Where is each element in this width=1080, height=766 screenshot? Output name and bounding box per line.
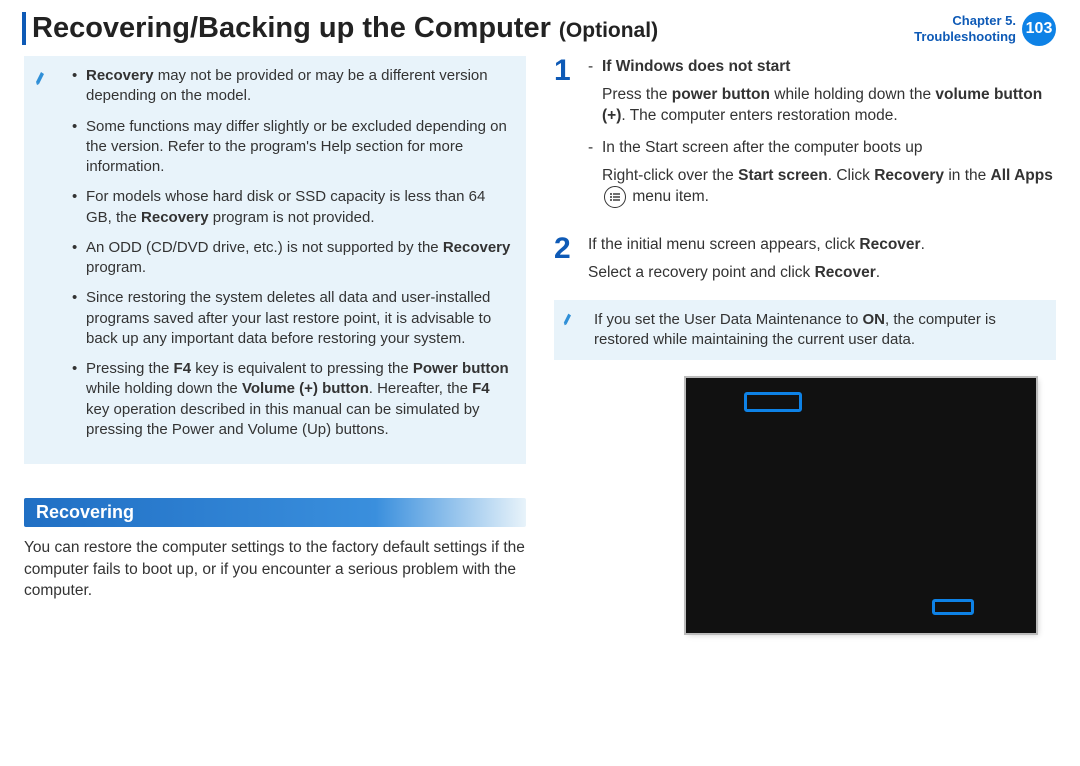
step-content: If the initial menu screen appears, clic… [588, 234, 1056, 283]
note-bold: Recovery [443, 239, 511, 256]
txt: Select a recovery point and click [588, 264, 815, 281]
highlight-recover-action [932, 599, 974, 615]
tablet-figure [686, 378, 1036, 633]
note-item: Since restoring the system deletes all d… [72, 288, 512, 349]
txt: menu item. [632, 189, 709, 206]
txt: . Click [828, 167, 875, 184]
tip-box: If you set the User Data Maintenance to … [554, 300, 1056, 361]
txt-bold: power button [672, 86, 770, 103]
step-number: 2 [554, 234, 576, 283]
step-1: 1 If Windows does not start Press the po… [554, 56, 1056, 218]
note-text: Since restoring the system deletes all d… [86, 289, 491, 347]
section-paragraph: You can restore the computer settings to… [24, 537, 526, 602]
txt: . [921, 236, 925, 253]
section-title-recovering: Recovering [24, 498, 526, 527]
txt-bold: Recover [815, 264, 876, 281]
txt-bold: All Apps [991, 167, 1053, 184]
txt-bold: Recover [859, 236, 920, 253]
step1-d1-title: If Windows does not start [602, 58, 790, 75]
tablet-screen [686, 378, 1036, 633]
step1-d2-body: Right-click over the Start screen. Click… [602, 165, 1056, 209]
txt: while holding down the [770, 86, 935, 103]
note-bold: F4 [174, 360, 192, 377]
note-text: key operation described in this manual c… [86, 401, 480, 438]
title-optional: (Optional) [559, 19, 658, 42]
note-icon [562, 310, 580, 334]
step1-dash-2: In the Start screen after the computer b… [588, 137, 1056, 208]
all-apps-icon [604, 186, 626, 208]
step1-dash-1: If Windows does not start Press the powe… [588, 56, 1056, 127]
note-bold: Volume (+) button [242, 380, 369, 397]
note-bold: Recovery [141, 209, 209, 226]
content-columns: Recovery may not be provided or may be a… [0, 56, 1080, 633]
note-item: Recovery may not be provided or may be a… [72, 66, 512, 107]
note-bold: Power button [413, 360, 509, 377]
tip-text: If you set the User Data Maintenance to … [594, 310, 1044, 351]
note-text: program is not provided. [209, 209, 375, 226]
note-text: An ODD (CD/DVD drive, etc.) is not suppo… [86, 239, 443, 256]
note-icon [34, 68, 54, 94]
txt: in the [944, 167, 991, 184]
txt-bold: ON [862, 311, 885, 328]
note-text: key is equivalent to pressing the [191, 360, 413, 377]
note-item: An ODD (CD/DVD drive, etc.) is not suppo… [72, 238, 512, 279]
page-number: 103 [1026, 20, 1053, 38]
step2-line2: Select a recovery point and click Recove… [588, 262, 1056, 284]
note-item: Pressing the F4 key is equivalent to pre… [72, 359, 512, 440]
step-number: 1 [554, 56, 576, 218]
txt-bold: Start screen [738, 167, 828, 184]
title-wrap: Recovering/Backing up the Computer (Opti… [22, 12, 658, 45]
txt: . [876, 264, 880, 281]
chapter-line-2: Troubleshooting [914, 29, 1016, 45]
highlight-recover-button [744, 392, 802, 412]
note-item: For models whose hard disk or SSD capaci… [72, 187, 512, 228]
chapter-line-1: Chapter 5. [914, 13, 1016, 29]
step1-d2-title: In the Start screen after the computer b… [602, 139, 923, 156]
step2-line1: If the initial menu screen appears, clic… [588, 234, 1056, 256]
step-2: 2 If the initial menu screen appears, cl… [554, 234, 1056, 283]
chapter-info: Chapter 5. Troubleshooting [914, 13, 1016, 44]
title-main: Recovering/Backing up the Computer [32, 12, 551, 44]
note-text: Some functions may differ slightly or be… [86, 118, 507, 176]
note-bold: F4 [472, 380, 490, 397]
step-content: If Windows does not start Press the powe… [588, 56, 1056, 218]
txt-bold: Recovery [874, 167, 944, 184]
note-box: Recovery may not be provided or may be a… [24, 56, 526, 464]
page-header: Recovering/Backing up the Computer (Opti… [0, 0, 1080, 56]
txt: If the initial menu screen appears, clic… [588, 236, 859, 253]
note-text: program. [86, 259, 146, 276]
note-list: Recovery may not be provided or may be a… [72, 66, 512, 440]
page-title: Recovering/Backing up the Computer (Opti… [32, 12, 658, 44]
txt: Right-click over the [602, 167, 738, 184]
header-right: Chapter 5. Troubleshooting 103 [914, 12, 1056, 46]
txt: Press the [602, 86, 672, 103]
note-bold: Recovery [86, 67, 154, 84]
left-column: Recovery may not be provided or may be a… [24, 56, 526, 633]
txt: If you set the User Data Maintenance to [594, 311, 862, 328]
page-number-badge: 103 [1022, 12, 1056, 46]
note-text: Pressing the [86, 360, 174, 377]
note-text: while holding down the [86, 380, 242, 397]
txt: . The computer enters restoration mode. [621, 107, 897, 124]
section-title-text: Recovering [36, 502, 134, 522]
note-item: Some functions may differ slightly or be… [72, 117, 512, 178]
step1-d1-body: Press the power button while holding dow… [602, 84, 1056, 127]
right-column: 1 If Windows does not start Press the po… [554, 56, 1056, 633]
note-text: . Hereafter, the [369, 380, 472, 397]
